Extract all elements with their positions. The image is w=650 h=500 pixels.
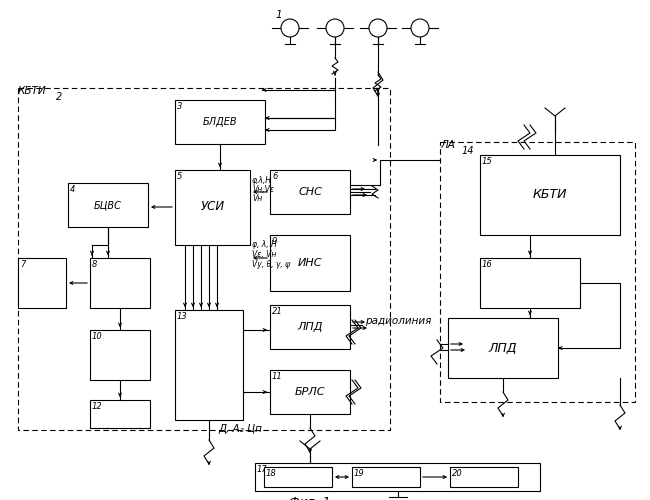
- Text: Vε, Vн: Vε, Vн: [252, 250, 276, 259]
- Bar: [270, 170, 350, 214]
- Bar: [450, 467, 518, 487]
- Text: Vн,Vε: Vн,Vε: [252, 185, 274, 194]
- Text: 15: 15: [482, 157, 493, 166]
- Text: 18: 18: [266, 469, 277, 478]
- Text: φ,λ,H: φ,λ,H: [252, 176, 272, 185]
- Text: 8: 8: [92, 260, 98, 269]
- Text: Фиг. 1: Фиг. 1: [289, 496, 331, 500]
- Bar: [270, 370, 350, 414]
- Text: ИНС: ИНС: [298, 258, 322, 268]
- Text: Vу, θ, γ, ψ: Vу, θ, γ, ψ: [252, 260, 290, 269]
- Bar: [175, 170, 250, 245]
- Bar: [68, 183, 148, 227]
- Bar: [90, 400, 150, 428]
- Text: УСИ: УСИ: [201, 200, 225, 213]
- Circle shape: [411, 19, 429, 37]
- Text: 10: 10: [92, 332, 103, 341]
- Text: 19: 19: [354, 469, 365, 478]
- Circle shape: [326, 19, 344, 37]
- Text: 4: 4: [70, 185, 75, 194]
- Text: КБТИ: КБТИ: [18, 86, 47, 96]
- Text: Vн: Vн: [252, 194, 262, 203]
- Bar: [352, 467, 420, 487]
- Text: 17: 17: [257, 465, 268, 474]
- Bar: [270, 305, 350, 349]
- Text: φ, λ, H: φ, λ, H: [252, 240, 277, 249]
- Text: радиолиния: радиолиния: [365, 316, 432, 326]
- Text: 1: 1: [276, 10, 283, 20]
- Text: 13: 13: [177, 312, 188, 321]
- Text: БЦВС: БЦВС: [94, 200, 122, 210]
- Text: 21: 21: [272, 307, 283, 316]
- Text: 9: 9: [272, 237, 278, 246]
- Bar: [18, 258, 66, 308]
- Text: БЛДЕВ: БЛДЕВ: [203, 117, 237, 127]
- Text: 6: 6: [272, 172, 278, 181]
- Text: 14: 14: [462, 146, 474, 156]
- Circle shape: [369, 19, 387, 37]
- Bar: [480, 155, 620, 235]
- Text: ЛПД: ЛПД: [297, 322, 323, 332]
- Bar: [90, 330, 150, 380]
- Text: ЛПД: ЛПД: [489, 342, 517, 354]
- Text: 16: 16: [482, 260, 493, 269]
- Text: КБТИ: КБТИ: [533, 188, 567, 202]
- Text: Д, А₂ Цп: Д, А₂ Цп: [218, 424, 262, 434]
- Circle shape: [281, 19, 299, 37]
- Bar: [18, 88, 390, 430]
- Bar: [440, 142, 635, 402]
- Bar: [264, 467, 332, 487]
- Text: 20: 20: [452, 469, 463, 478]
- Bar: [255, 463, 540, 491]
- Text: 7: 7: [20, 260, 25, 269]
- Text: 12: 12: [92, 402, 103, 411]
- Bar: [448, 318, 558, 378]
- Bar: [480, 258, 580, 308]
- Bar: [175, 100, 265, 144]
- Text: СНС: СНС: [298, 187, 322, 197]
- Text: 3: 3: [177, 102, 183, 111]
- Bar: [175, 310, 243, 420]
- Text: ЛА: ЛА: [440, 140, 455, 150]
- Text: 2: 2: [56, 92, 62, 102]
- Text: 11: 11: [272, 372, 283, 381]
- Bar: [270, 235, 350, 291]
- Bar: [90, 258, 150, 308]
- Text: БРЛС: БРЛС: [294, 387, 325, 397]
- Text: 5: 5: [177, 172, 183, 181]
